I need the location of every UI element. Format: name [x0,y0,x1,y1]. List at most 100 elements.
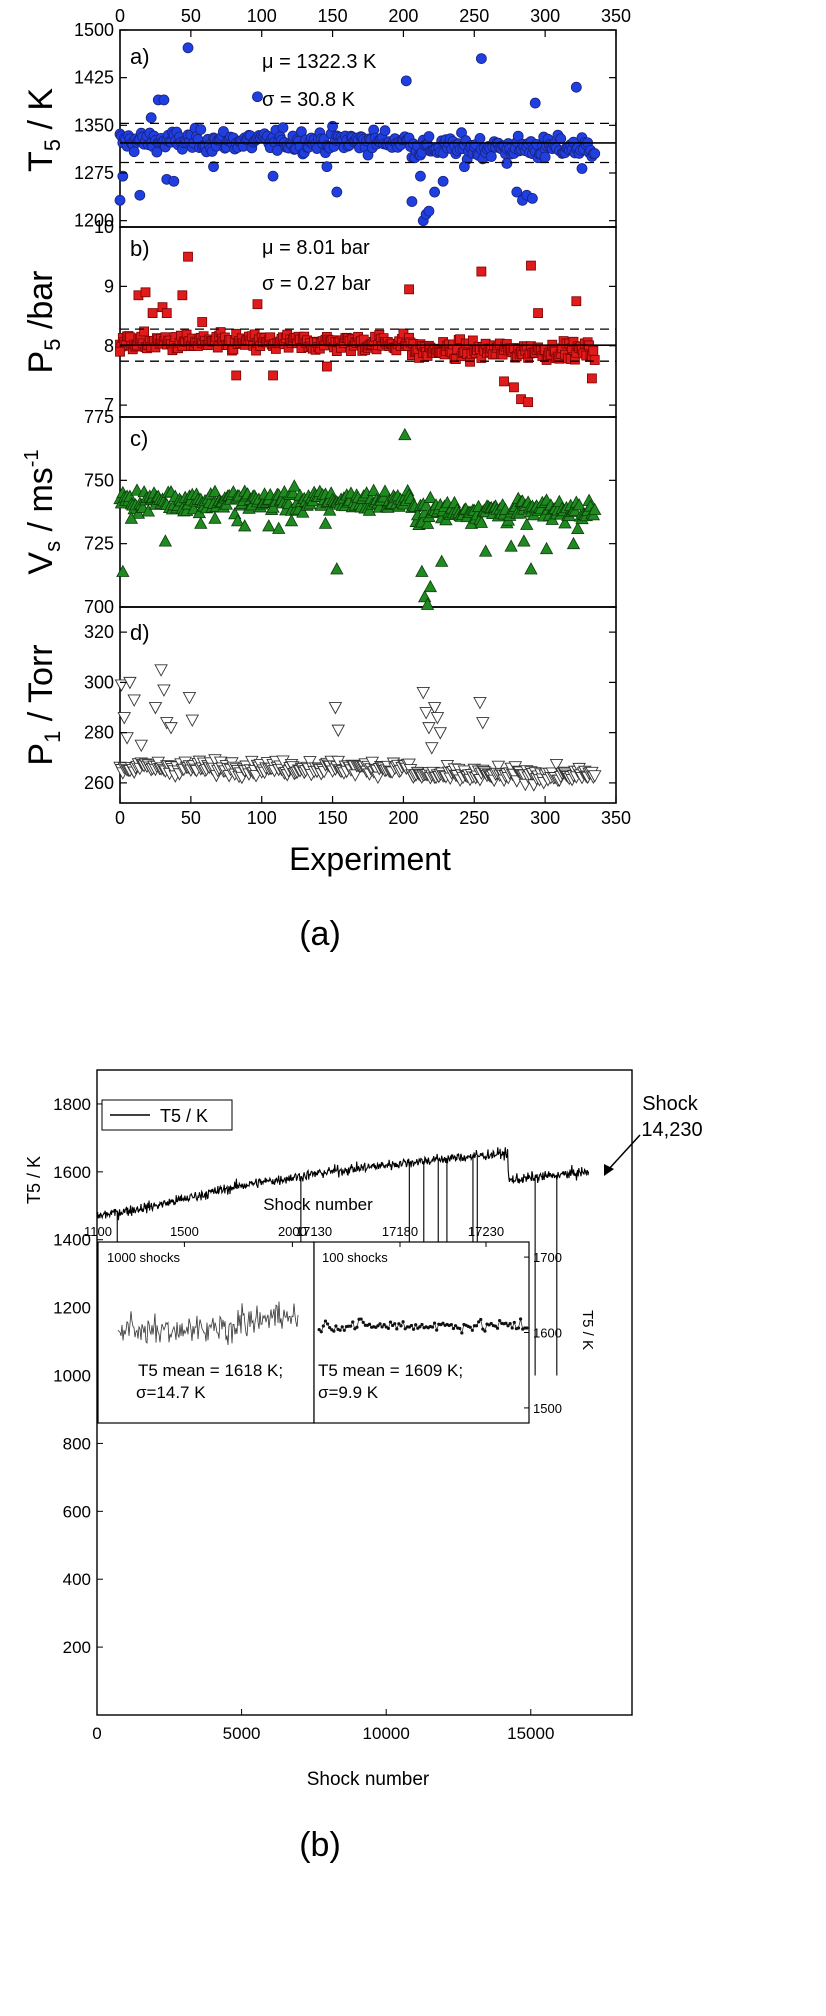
data-point [423,579,438,593]
inset-right-point [378,1322,382,1326]
x-tick-label: 250 [459,6,489,26]
inset-right-point [409,1323,414,1328]
data-point [267,170,279,182]
inset-right-ylabel: T5 / K [579,1310,596,1350]
data-point [208,484,222,497]
data-point [366,483,381,496]
x-tick-label: 100 [247,6,277,26]
data-point [272,521,286,534]
data-point [491,760,506,774]
data-point [473,697,487,710]
inset-right-point [420,1322,424,1327]
panel-d-points [113,664,602,792]
y-tick-label: 1500 [74,20,114,40]
data-point [524,562,538,575]
data-point [571,521,585,535]
x-tick-label: 350 [601,808,631,828]
data-point [128,146,140,158]
data-point [120,732,134,745]
panel-c-points [113,427,602,610]
x-tick-label: 200 [388,808,418,828]
y-tick-label: 10 [94,217,114,237]
data-point [139,326,149,337]
data-point [539,541,554,555]
inset-right-point [380,1325,384,1329]
x-tick-label: 50 [181,6,201,26]
data-point [141,504,156,517]
y-tick-label: 1350 [74,115,114,135]
data-point [197,317,208,327]
shock-annotation-arrowhead [604,1164,614,1176]
inset-left-trace [117,1301,299,1346]
data-point [406,196,418,207]
panel-c-letter: c) [130,426,148,451]
data-point [322,361,332,372]
data-point [589,148,601,159]
inset-x-tick-label: 1100 [84,1224,112,1239]
data-point [526,260,536,271]
data-point [589,355,600,365]
data-point [331,186,343,198]
inset-right-point [418,1325,422,1329]
data-point [117,712,132,725]
y-tick-label: 1800 [53,1095,91,1114]
data-point [433,727,448,740]
inset-right-point [332,1329,336,1333]
inset-right-point [493,1324,498,1328]
y-tick-label: 8 [104,336,114,356]
data-point [517,534,531,547]
data-point [529,97,541,109]
inset-right-point [359,1317,363,1321]
data-point [558,516,572,529]
inset-y-tick-label: 1500 [533,1401,562,1416]
inset-right-point [367,1322,372,1326]
data-point [238,519,252,532]
data-point [587,373,597,384]
data-point [182,42,194,54]
data-point [423,205,435,217]
inset-right-point [510,1326,514,1330]
data-point [148,702,163,715]
y-tick-label: 1000 [53,1367,91,1386]
data-point [127,694,141,707]
inset-right-point [460,1331,464,1335]
panel-a-sigma: σ = 30.8 K [262,89,356,111]
y-tick-label: 400 [63,1570,91,1589]
data-point [416,686,431,700]
inset-y-tick-label: 1600 [533,1326,562,1341]
data-point [296,505,310,518]
x-tick-label: 100 [247,808,277,828]
inset-left-stat2: σ=14.7 K [136,1383,206,1402]
inset-right-point [516,1326,521,1330]
x-tick-label: 0 [115,6,125,26]
y-tick-label: 300 [84,672,114,692]
inset-right-point [403,1327,407,1331]
data-point [520,517,534,530]
inset-right-point [414,1323,418,1327]
panel-a-mu: μ = 1322.3 K [262,51,377,73]
data-point [318,516,333,529]
panel-d-letter: d) [130,620,150,645]
inset-right-point [342,1328,346,1332]
data-point [262,519,276,532]
data-point [379,125,391,137]
data-point [158,94,170,106]
x-tick-label: 250 [459,808,489,828]
inset-right-point [489,1321,493,1326]
data-point [423,490,438,503]
data-point [321,161,333,173]
x-tick-label: 0 [115,808,125,828]
data-point [183,251,193,262]
data-point [114,194,126,206]
panel-b-sigma: σ = 0.27 bar [262,273,371,295]
figure-b-ticks: 200 400 600 800 1000 1200 1400 1600 1800 0 5000 100… [53,1095,554,1743]
data-point [362,503,377,516]
inset-left-note: 1000 shocks [107,1250,180,1265]
data-point [286,485,300,499]
inset-right-point [474,1324,479,1328]
y-tick-label: 7 [104,395,114,415]
x-tick-label: 5000 [223,1724,261,1743]
data-point [134,739,149,753]
inset-right-point [340,1325,344,1329]
x-tick-label: 10000 [363,1724,410,1743]
